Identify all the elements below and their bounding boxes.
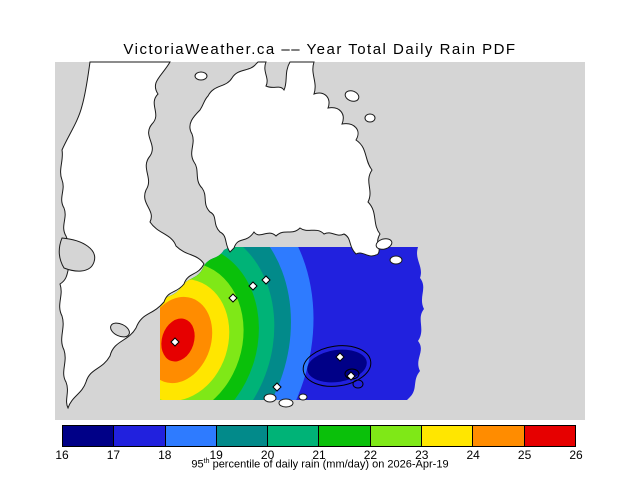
colorbar: 16 17 18 19 20 21 22 23 24 25 26 <box>55 425 583 462</box>
colorbar-tick-label: 24 <box>466 448 480 462</box>
island <box>389 255 403 265</box>
island <box>364 113 376 123</box>
page-title: VictoriaWeather.ca –– Year Total Daily R… <box>123 41 517 58</box>
inlet-west <box>58 237 96 272</box>
colorbar-cell <box>267 426 319 446</box>
station-marker <box>228 293 238 303</box>
colorbar-caption: 95th percentile of daily rain (mm/day) o… <box>0 458 640 471</box>
station-marker <box>248 281 258 291</box>
inlet-bay <box>110 322 130 338</box>
colorbar-cell <box>318 426 370 446</box>
station-marker <box>170 337 180 347</box>
colorbar-cell <box>113 426 165 446</box>
caption-text: percentile of daily rain (mm/day) on 202… <box>209 458 449 471</box>
colorbar-cell <box>472 426 524 446</box>
colorbar-tick-label: 18 <box>158 448 172 462</box>
colorbar-tick-label: 25 <box>517 448 532 462</box>
colorbar-cell <box>164 426 216 446</box>
caption-number: 95 <box>191 458 204 471</box>
island <box>263 393 277 403</box>
colorbar-tick-labels: 16 17 18 19 20 21 22 23 24 25 26 <box>55 447 582 462</box>
island <box>344 90 360 102</box>
island <box>278 398 294 408</box>
contour-field <box>160 247 424 400</box>
land-west <box>59 61 205 410</box>
station-marker <box>346 371 356 381</box>
caption-superscript: th <box>203 458 210 465</box>
colorbar-cell <box>421 426 473 446</box>
colorbar-tick-label: 23 <box>415 448 429 462</box>
island <box>375 238 393 250</box>
island <box>298 393 308 401</box>
station-markers-layer <box>170 275 356 392</box>
colorbar-tick-label: 20 <box>260 448 275 462</box>
land-layer <box>58 61 403 410</box>
colorbar-tick-label: 22 <box>363 448 378 462</box>
island <box>194 71 208 81</box>
colorbar-cell <box>215 426 268 446</box>
colorbar-tick-label: 19 <box>209 448 223 462</box>
colorbar-tick-label: 17 <box>106 448 121 462</box>
colorbar-tick-label: 26 <box>569 448 583 462</box>
colorbar-tick-label: 21 <box>312 448 326 462</box>
station-marker <box>261 275 271 285</box>
land-peninsula <box>189 61 381 257</box>
colorbar-cell <box>523 426 575 446</box>
colorbar-cell <box>369 426 422 446</box>
contour-band-25-26 <box>161 318 195 362</box>
station-marker <box>335 352 345 362</box>
colorbar-tick-label: 16 <box>55 448 69 462</box>
colorbar-cell <box>63 426 114 446</box>
colorbar-cells <box>62 425 576 447</box>
station-marker <box>272 382 282 392</box>
